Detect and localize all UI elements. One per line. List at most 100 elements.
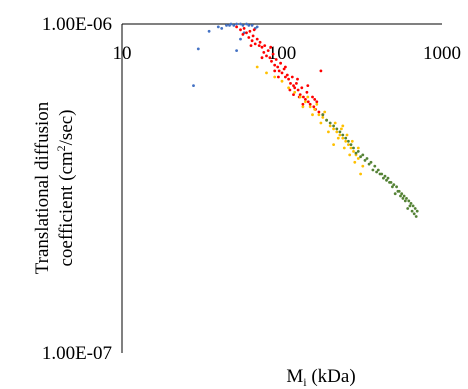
data-point-series-1 bbox=[317, 110, 321, 114]
data-point-series-2 bbox=[353, 160, 357, 164]
data-point-series-3 bbox=[411, 204, 415, 208]
data-point-series-1 bbox=[251, 34, 255, 38]
x-tick-label: 10 bbox=[113, 43, 132, 64]
y-tick-labels: 1.00E-06 1.00E-07 bbox=[42, 14, 112, 364]
data-point-series-2 bbox=[361, 164, 365, 168]
data-point-series-0 bbox=[239, 22, 242, 26]
data-points bbox=[192, 22, 419, 218]
data-point-series-2 bbox=[340, 127, 343, 131]
data-point-series-1 bbox=[260, 45, 264, 49]
data-point-series-1 bbox=[255, 37, 259, 41]
data-point-series-1 bbox=[262, 51, 266, 54]
data-point-series-0 bbox=[239, 37, 242, 41]
data-point-series-2 bbox=[336, 136, 340, 140]
data-point-series-3 bbox=[363, 159, 367, 162]
data-point-series-3 bbox=[382, 176, 385, 180]
data-point-series-1 bbox=[312, 105, 316, 109]
data-point-series-2 bbox=[345, 133, 349, 137]
data-point-series-2 bbox=[335, 130, 339, 134]
data-point-series-3 bbox=[401, 197, 405, 200]
data-point-series-1 bbox=[308, 102, 312, 106]
data-point-series-1 bbox=[315, 100, 319, 104]
data-point-series-1 bbox=[266, 49, 270, 52]
data-point-series-2 bbox=[333, 121, 337, 125]
data-point-series-3 bbox=[412, 212, 416, 216]
data-point-series-0 bbox=[220, 27, 224, 30]
data-point-series-1 bbox=[270, 59, 273, 63]
data-point-series-1 bbox=[296, 77, 299, 81]
data-point-series-2 bbox=[348, 153, 352, 157]
data-point-series-3 bbox=[409, 202, 413, 205]
data-point-series-0 bbox=[196, 47, 200, 51]
data-point-series-3 bbox=[395, 185, 398, 189]
data-point-series-3 bbox=[325, 118, 328, 122]
data-point-series-2 bbox=[321, 116, 325, 119]
data-point-series-1 bbox=[260, 56, 264, 60]
data-point-series-1 bbox=[313, 98, 317, 101]
data-point-series-2 bbox=[308, 105, 312, 109]
data-point-series-0 bbox=[241, 24, 245, 27]
data-point-series-2 bbox=[356, 157, 360, 160]
data-point-series-3 bbox=[347, 139, 350, 143]
data-point-series-3 bbox=[393, 192, 397, 196]
data-point-series-2 bbox=[293, 90, 297, 94]
x-tick-label: 1000 bbox=[423, 43, 461, 64]
data-point-series-1 bbox=[242, 27, 246, 30]
data-point-series-3 bbox=[321, 113, 325, 117]
data-point-series-2 bbox=[323, 110, 327, 114]
data-point-series-2 bbox=[349, 146, 353, 150]
data-point-series-3 bbox=[414, 215, 418, 218]
data-point-series-2 bbox=[287, 86, 290, 90]
data-point-series-1 bbox=[273, 63, 277, 67]
data-point-series-3 bbox=[405, 197, 408, 200]
y-axis-title-line2: coefficient (cm2/sec) bbox=[54, 109, 77, 266]
data-point-series-1 bbox=[302, 95, 305, 99]
x-axis-title: Mi (kDa) bbox=[286, 366, 355, 389]
data-point-series-3 bbox=[399, 194, 402, 198]
data-point-series-1 bbox=[274, 58, 278, 61]
data-point-series-0 bbox=[245, 22, 248, 26]
data-point-series-1 bbox=[304, 98, 307, 101]
data-point-series-1 bbox=[296, 88, 300, 92]
data-point-series-0 bbox=[232, 24, 236, 27]
data-point-series-3 bbox=[344, 136, 348, 140]
data-point-series-1 bbox=[250, 39, 254, 43]
data-point-series-0 bbox=[228, 24, 231, 27]
data-point-series-2 bbox=[304, 100, 307, 104]
data-point-series-2 bbox=[338, 133, 342, 137]
data-point-series-1 bbox=[252, 28, 256, 32]
data-point-series-2 bbox=[341, 136, 345, 140]
data-point-series-1 bbox=[277, 69, 281, 73]
data-point-series-2 bbox=[328, 124, 332, 128]
data-point-series-1 bbox=[319, 69, 323, 73]
data-point-series-0 bbox=[250, 24, 254, 27]
data-point-series-2 bbox=[280, 79, 284, 83]
data-point-series-3 bbox=[375, 170, 378, 174]
data-point-series-1 bbox=[298, 93, 302, 96]
data-point-series-0 bbox=[235, 22, 239, 26]
data-point-series-1 bbox=[292, 93, 295, 96]
data-point-series-1 bbox=[235, 25, 239, 29]
data-point-series-0 bbox=[192, 84, 195, 87]
y-tick-label: 1.00E-06 bbox=[42, 14, 112, 35]
data-point-series-1 bbox=[292, 84, 295, 87]
data-point-series-2 bbox=[315, 102, 319, 106]
data-point-series-2 bbox=[313, 108, 317, 111]
data-point-series-1 bbox=[263, 44, 267, 47]
data-point-series-3 bbox=[369, 160, 373, 164]
data-point-series-1 bbox=[249, 44, 253, 47]
data-point-series-3 bbox=[352, 146, 355, 150]
data-point-series-3 bbox=[386, 176, 390, 180]
data-point-series-1 bbox=[300, 86, 304, 90]
data-point-series-3 bbox=[410, 209, 414, 213]
y-tick-label: 1.00E-07 bbox=[42, 343, 112, 364]
data-point-series-2 bbox=[342, 146, 346, 150]
data-point-series-1 bbox=[287, 77, 290, 81]
data-point-series-0 bbox=[225, 24, 228, 27]
data-point-series-1 bbox=[301, 102, 305, 106]
data-point-series-0 bbox=[235, 49, 239, 52]
data-point-series-3 bbox=[407, 199, 411, 203]
data-point-series-1 bbox=[306, 84, 310, 87]
data-point-series-2 bbox=[332, 127, 335, 131]
data-point-series-1 bbox=[258, 40, 262, 44]
